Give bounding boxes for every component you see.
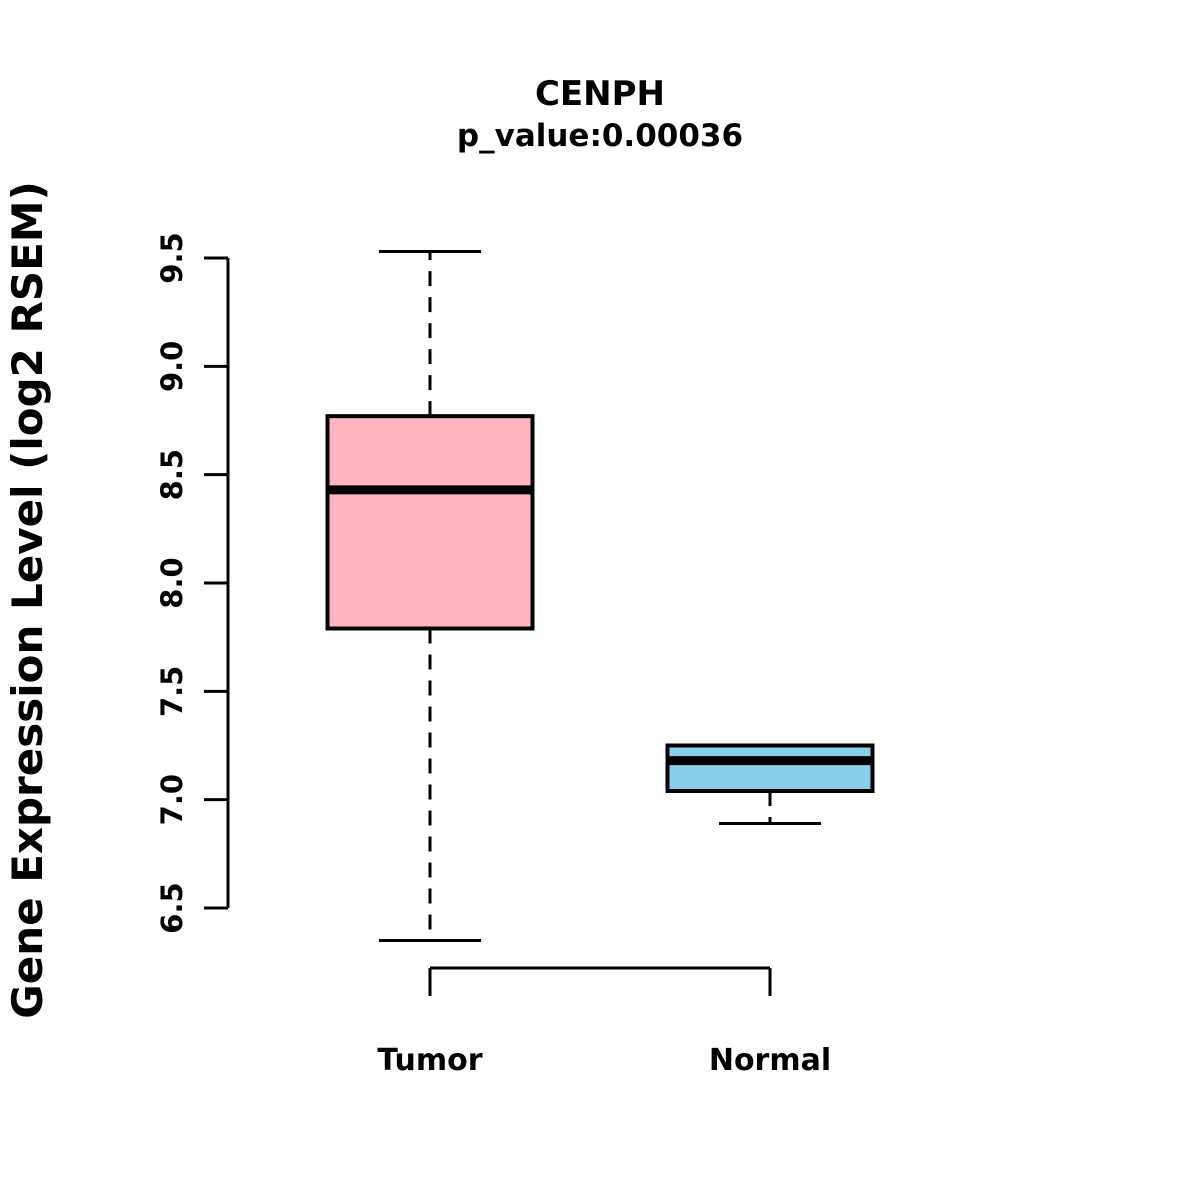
y-tick-label: 9.0 bbox=[155, 341, 189, 392]
y-tick-label: 8.5 bbox=[155, 449, 189, 500]
y-tick-label: 7.0 bbox=[155, 774, 189, 825]
y-axis-title: Gene Expression Level (log2 RSEM) bbox=[3, 181, 52, 1019]
y-tick-label: 9.5 bbox=[155, 232, 189, 283]
box-normal bbox=[665, 743, 875, 793]
chart-title: CENPH bbox=[534, 74, 665, 114]
box-tumor bbox=[325, 414, 535, 631]
y-tick-label: 6.5 bbox=[155, 882, 189, 933]
chart-subtitle: p_value:0.00036 bbox=[456, 118, 744, 154]
x-tick-label-tumor: Tumor bbox=[377, 1043, 482, 1078]
y-tick-label: 8.0 bbox=[155, 557, 189, 608]
y-tick-label: 7.5 bbox=[155, 666, 189, 717]
chart-layer: 6.5 7.0 7.5 8.0 8.5 9.0 9.5 Tumor Normal bbox=[155, 232, 875, 1078]
x-tick-label-normal: Normal bbox=[709, 1043, 831, 1078]
